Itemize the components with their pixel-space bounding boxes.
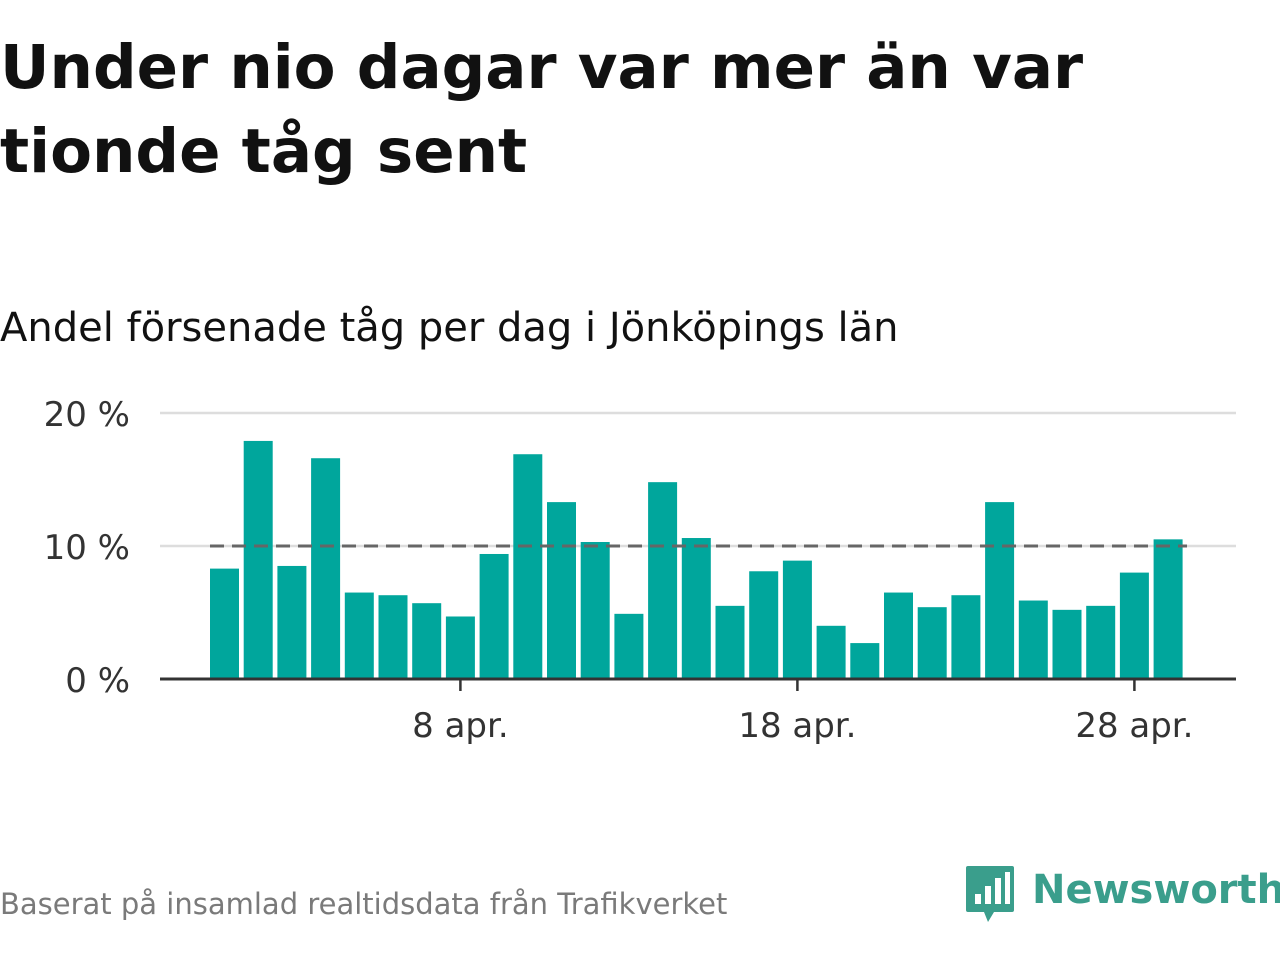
bar — [985, 502, 1015, 679]
bar — [681, 538, 711, 679]
bar-chart: 0 % 10 % 20 % 8 apr. 18 apr. 28 apr. — [44, 395, 1236, 746]
bar — [816, 625, 846, 679]
bar — [210, 568, 239, 679]
bar — [749, 571, 779, 679]
y-tick-label: 10 % — [44, 528, 130, 568]
source-note: Baserat på insamlad realtidsdata från Tr… — [0, 887, 728, 921]
bar — [479, 553, 509, 679]
chart-title: Under nio dagar var mer än var tionde tå… — [0, 32, 1084, 187]
bar — [614, 613, 644, 679]
bar — [850, 643, 880, 679]
bars — [210, 440, 1183, 679]
newsworthy-logo-icon — [966, 866, 1014, 922]
chart-subtitle: Andel försenade tåg per dag i Jönköpings… — [0, 305, 899, 351]
bar — [1018, 600, 1048, 679]
bar — [1153, 539, 1183, 679]
bar — [513, 454, 543, 679]
bar — [951, 595, 981, 679]
y-axis-tick-labels: 0 % 10 % 20 % — [44, 395, 130, 701]
bar — [243, 440, 273, 679]
bar — [715, 605, 745, 679]
bar — [1086, 605, 1116, 679]
bar — [1119, 572, 1149, 679]
bar — [344, 592, 374, 679]
y-tick-label: 20 % — [44, 395, 130, 435]
bar — [412, 603, 442, 679]
bar — [378, 595, 408, 679]
y-tick-label: 0 % — [65, 661, 130, 701]
brand-name: Newsworthy — [1032, 867, 1280, 913]
bar — [884, 592, 913, 679]
bar — [917, 607, 947, 679]
bar — [547, 502, 576, 679]
bar — [311, 458, 341, 679]
x-tick-label: 28 apr. — [1075, 706, 1193, 746]
bar — [1052, 609, 1082, 679]
x-tick-label: 18 apr. — [738, 706, 856, 746]
bar — [648, 482, 678, 679]
bar — [782, 560, 812, 679]
x-tick-label: 8 apr. — [412, 706, 509, 746]
bar — [580, 542, 610, 679]
bar — [277, 565, 307, 679]
bar — [445, 616, 475, 679]
x-axis: 8 apr. 18 apr. 28 apr. — [160, 677, 1236, 746]
